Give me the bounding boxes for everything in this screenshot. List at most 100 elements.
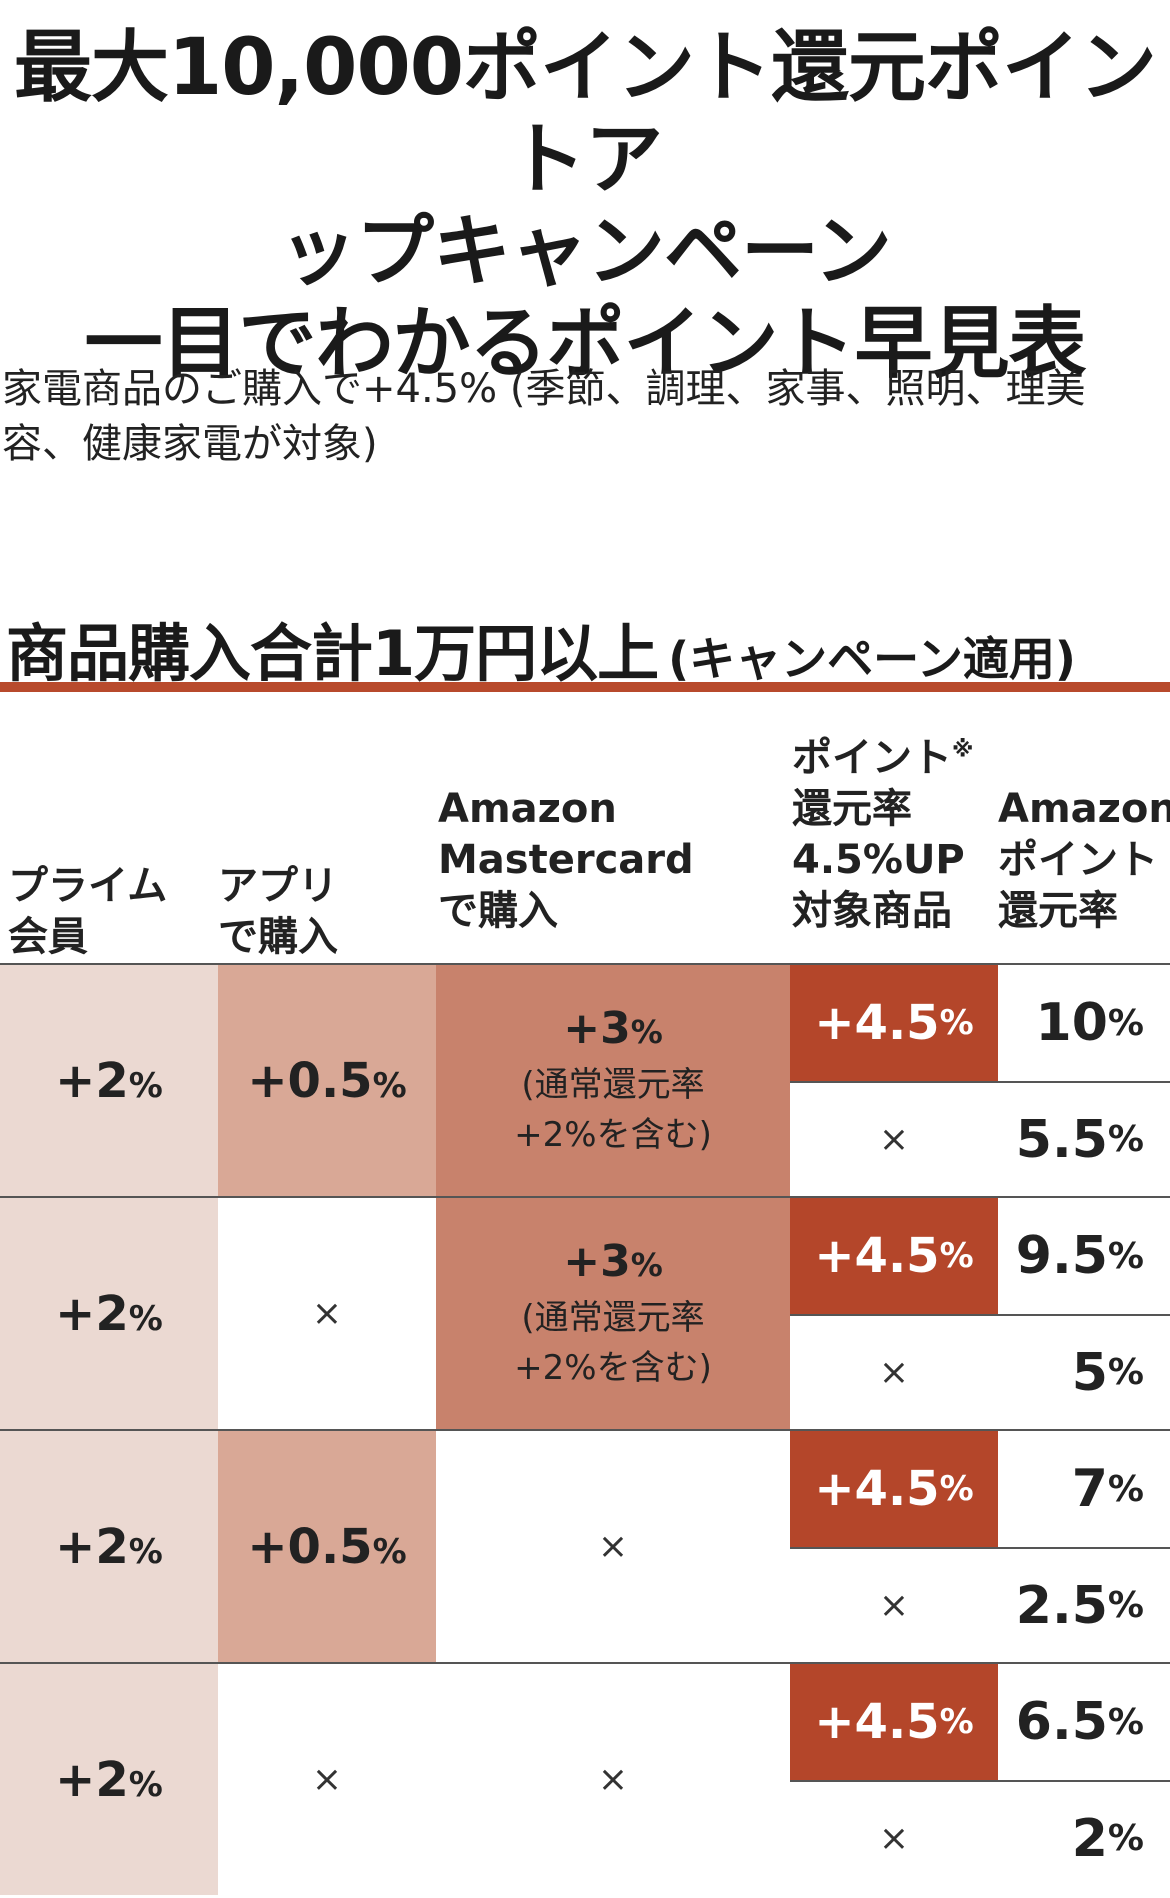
rate-value: 6.5: [1015, 1692, 1108, 1752]
header-app-line: アプリ: [218, 863, 338, 909]
section-heading: 商品購入合計1万円以上 (キャンペーン適用): [6, 603, 1076, 690]
header-prime-line: 会員: [8, 914, 88, 960]
section-heading-sub: (キャンペーン適用): [668, 632, 1076, 686]
percent-unit: %: [372, 1065, 407, 1106]
title-line-3: 一目でわかるポイント早見表: [84, 299, 1086, 389]
section-divider: [0, 682, 1170, 692]
rate-value: 10: [1035, 993, 1108, 1053]
prime-cell: +2%: [0, 1431, 218, 1662]
title-line-1: 最大10,000ポイント還元ポイントア: [14, 23, 1157, 205]
app-value: +0.5: [247, 1518, 373, 1575]
rate-cell: 10%: [998, 965, 1170, 1081]
up-cell: +4.5%: [790, 965, 998, 1081]
header-card-line: Amazon: [438, 786, 617, 832]
card-note: +2%を含む): [514, 1115, 712, 1155]
card-note: +2%を含む): [514, 1348, 712, 1388]
percent-unit: %: [1107, 1002, 1144, 1044]
header-up: ポイント※ 還元率 4.5%UP 対象商品: [792, 733, 973, 937]
card-value: +3: [563, 1003, 631, 1054]
prime-value: +2: [55, 1751, 129, 1808]
percent-unit: %: [1107, 1352, 1144, 1393]
header-card-line: で購入: [438, 888, 558, 934]
rate-cell: 9.5%: [998, 1198, 1170, 1314]
card-cell: ×: [436, 1664, 790, 1895]
percent-unit: %: [1107, 1585, 1144, 1626]
up-subrow: +4.5% 10%: [790, 965, 1170, 1081]
rate-value: 5: [1071, 1342, 1108, 1403]
up-cell: ×: [878, 1818, 910, 1859]
table-row: +2% +0.5% × +4.5% 7% × 2.5%: [0, 1429, 1170, 1662]
up-cell: +4.5%: [790, 1198, 998, 1314]
header-rate-line: ポイント: [998, 837, 1158, 883]
percent-unit: %: [1107, 1119, 1144, 1160]
percent-unit: %: [1107, 1468, 1144, 1510]
header-up-line: 4.5%UP: [792, 837, 965, 883]
asterisk-mark: ※: [952, 737, 974, 763]
app-value: +0.5: [247, 1052, 373, 1109]
app-cell: ×: [218, 1198, 436, 1429]
campaign-description: 家電商品のご購入で+4.5% (季節、調理、家事、照明、理美容、健康家電が対象): [2, 366, 1086, 467]
card-note: (通常還元率: [521, 1298, 705, 1338]
up-cell: +4.5%: [790, 1431, 998, 1547]
percent-unit: %: [128, 1065, 163, 1106]
up-subrow: +4.5% 6.5%: [790, 1664, 1170, 1780]
percent-unit: %: [939, 1469, 974, 1509]
prime-value: +2: [55, 1285, 129, 1342]
up-subrow: +4.5% 9.5%: [790, 1198, 1170, 1314]
up-value: +4.5: [814, 995, 940, 1051]
section-heading-main: 商品購入合計1万円以上: [6, 617, 659, 690]
header-up-line: 還元率: [792, 786, 912, 832]
up-value: +4.5: [814, 1461, 940, 1517]
header-prime: プライム 会員: [8, 861, 167, 963]
header-app: アプリ で購入: [218, 861, 338, 963]
title-line-2: ップキャンペーン: [278, 207, 892, 297]
card-cell: +3% (通常還元率 +2%を含む): [436, 965, 790, 1196]
percent-unit: %: [372, 1531, 407, 1572]
prime-cell: +2%: [0, 965, 218, 1196]
app-cell: +0.5%: [218, 965, 436, 1196]
rate-cell: 2.5%: [998, 1549, 1170, 1662]
table-row: +2% +0.5% +3% (通常還元率 +2%を含む) +4.5% 10% ×…: [0, 963, 1170, 1196]
no-up-subrow: × 2.5%: [790, 1547, 1170, 1662]
card-value: +3: [563, 1236, 631, 1287]
header-app-line: で購入: [218, 914, 338, 960]
percent-unit: %: [630, 1013, 663, 1051]
header-up-line: 対象商品: [792, 888, 952, 934]
up-cell: ×: [878, 1119, 910, 1160]
app-value: ×: [311, 1759, 343, 1800]
prime-value: +2: [55, 1518, 129, 1575]
percent-unit: %: [939, 1003, 974, 1043]
percent-unit: %: [1107, 1818, 1144, 1859]
rate-value: 7: [1071, 1459, 1108, 1519]
rate-cell: 5.5%: [998, 1083, 1170, 1196]
up-cell: +4.5%: [790, 1664, 998, 1780]
rate-value: 2.5: [1015, 1575, 1108, 1636]
header-prime-line: プライム: [8, 863, 168, 909]
header-rate-line: 還元率: [998, 888, 1118, 934]
up-cell: ×: [878, 1585, 910, 1626]
header-up-line: ポイント: [792, 735, 952, 781]
percent-unit: %: [1107, 1235, 1144, 1277]
prime-cell: +2%: [0, 1198, 218, 1429]
percent-unit: %: [939, 1236, 974, 1276]
card-value: ×: [597, 1526, 629, 1567]
up-subrow: +4.5% 7%: [790, 1431, 1170, 1547]
percent-unit: %: [128, 1764, 163, 1805]
percent-unit: %: [1107, 1701, 1144, 1743]
prime-value: +2: [55, 1052, 129, 1109]
rate-value: 9.5: [1015, 1226, 1108, 1286]
rate-cell: 5%: [998, 1316, 1170, 1429]
up-cell: ×: [878, 1352, 910, 1393]
header-rate: Amazon ポイント 還元率: [998, 784, 1170, 937]
header-card-line: Mastercard: [438, 837, 694, 883]
percent-unit: %: [630, 1246, 663, 1284]
rate-value: 5.5: [1015, 1109, 1108, 1170]
card-cell: ×: [436, 1431, 790, 1662]
percent-unit: %: [128, 1298, 163, 1339]
no-up-subrow: × 5.5%: [790, 1081, 1170, 1196]
percent-unit: %: [939, 1702, 974, 1742]
rate-cell: 2%: [998, 1782, 1170, 1895]
page-title: 最大10,000ポイント還元ポイントア ップキャンペーン 一目でわかるポイント早…: [0, 22, 1170, 390]
rate-value: 2: [1071, 1808, 1108, 1869]
header-rate-line: Amazon: [998, 786, 1170, 832]
